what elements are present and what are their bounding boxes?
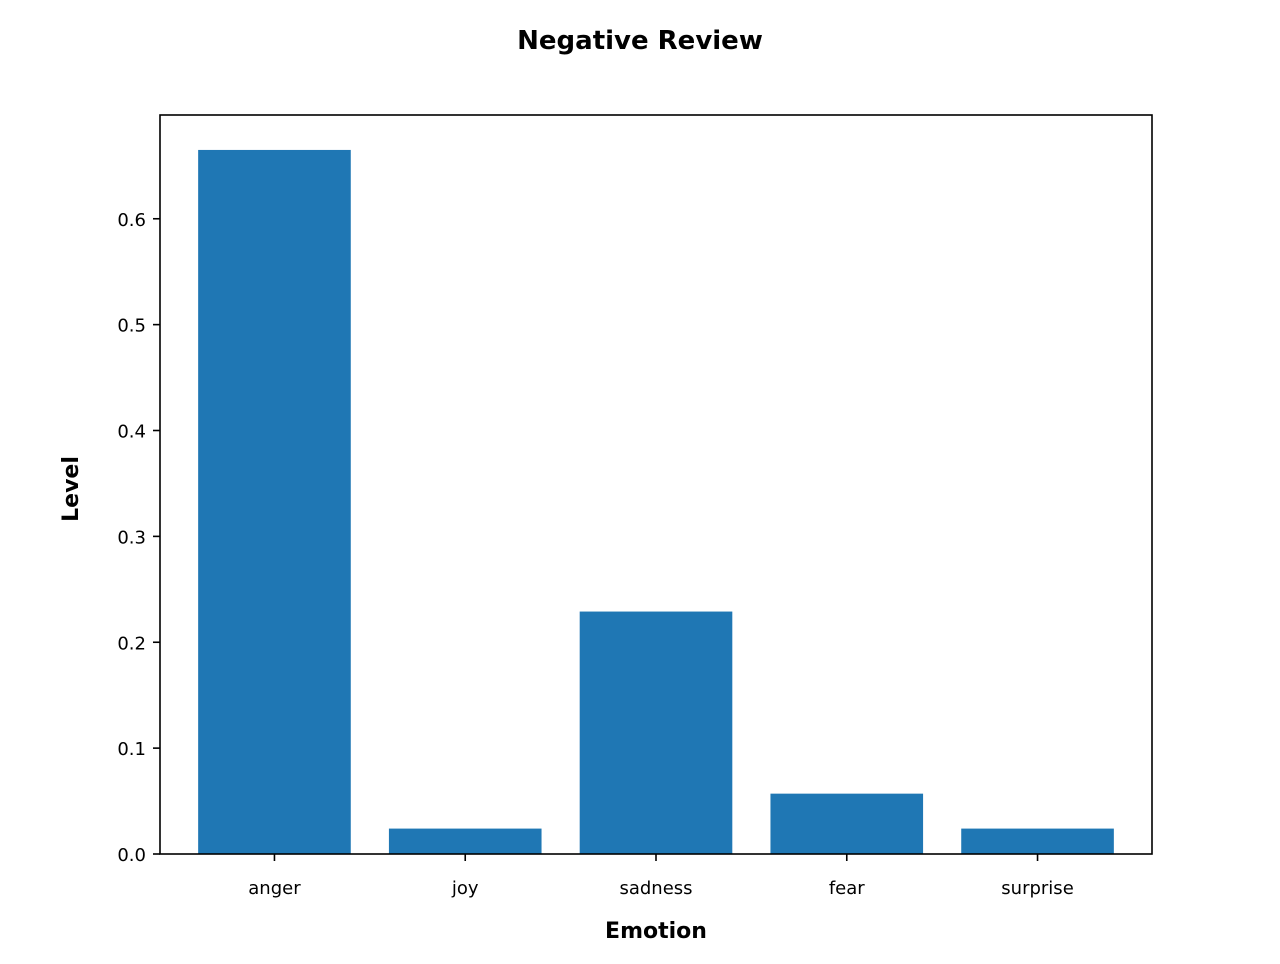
- y-tick-label: 0.5: [117, 316, 146, 337]
- bar-anger: [198, 149, 351, 854]
- x-tick-label: surprise: [1001, 878, 1073, 899]
- y-axis-label: Level: [59, 456, 84, 522]
- bar-joy: [388, 828, 542, 854]
- x-axis-label: Emotion: [605, 919, 707, 944]
- chart-title: Negative Review: [517, 26, 763, 56]
- y-tick-label: 0.4: [117, 422, 146, 443]
- x-tick-label: anger: [248, 878, 301, 899]
- plot-frame: [159, 114, 1153, 855]
- x-tick-label: fear: [829, 878, 865, 899]
- y-axis-ticks: 0.0 0.1 0.2 0.3 0.4 0.5 0.6: [117, 210, 160, 866]
- x-axis-ticks: anger joy sadness fear surprise: [248, 854, 1074, 899]
- bars-group: [198, 149, 1114, 854]
- y-tick-label: 0.0: [117, 845, 146, 866]
- y-tick-label: 0.6: [117, 210, 146, 231]
- y-tick-label: 0.3: [117, 527, 146, 548]
- y-tick-label: 0.2: [117, 633, 146, 654]
- bar-fear: [770, 793, 924, 854]
- x-tick-label: joy: [451, 878, 479, 899]
- bar-surprise: [961, 828, 1114, 854]
- y-tick-label: 0.1: [117, 739, 146, 760]
- bar-sadness: [579, 611, 733, 854]
- x-tick-label: sadness: [619, 878, 692, 899]
